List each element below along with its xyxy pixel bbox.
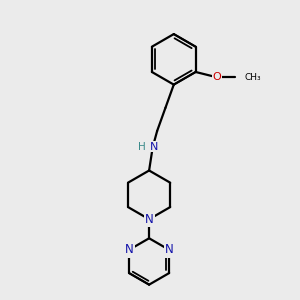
Text: N: N [150,142,158,152]
Text: CH₃: CH₃ [244,73,261,82]
Text: N: N [125,243,134,256]
Text: N: N [165,243,174,256]
Text: N: N [145,213,154,226]
Text: H: H [137,142,145,152]
Text: O: O [213,72,221,82]
